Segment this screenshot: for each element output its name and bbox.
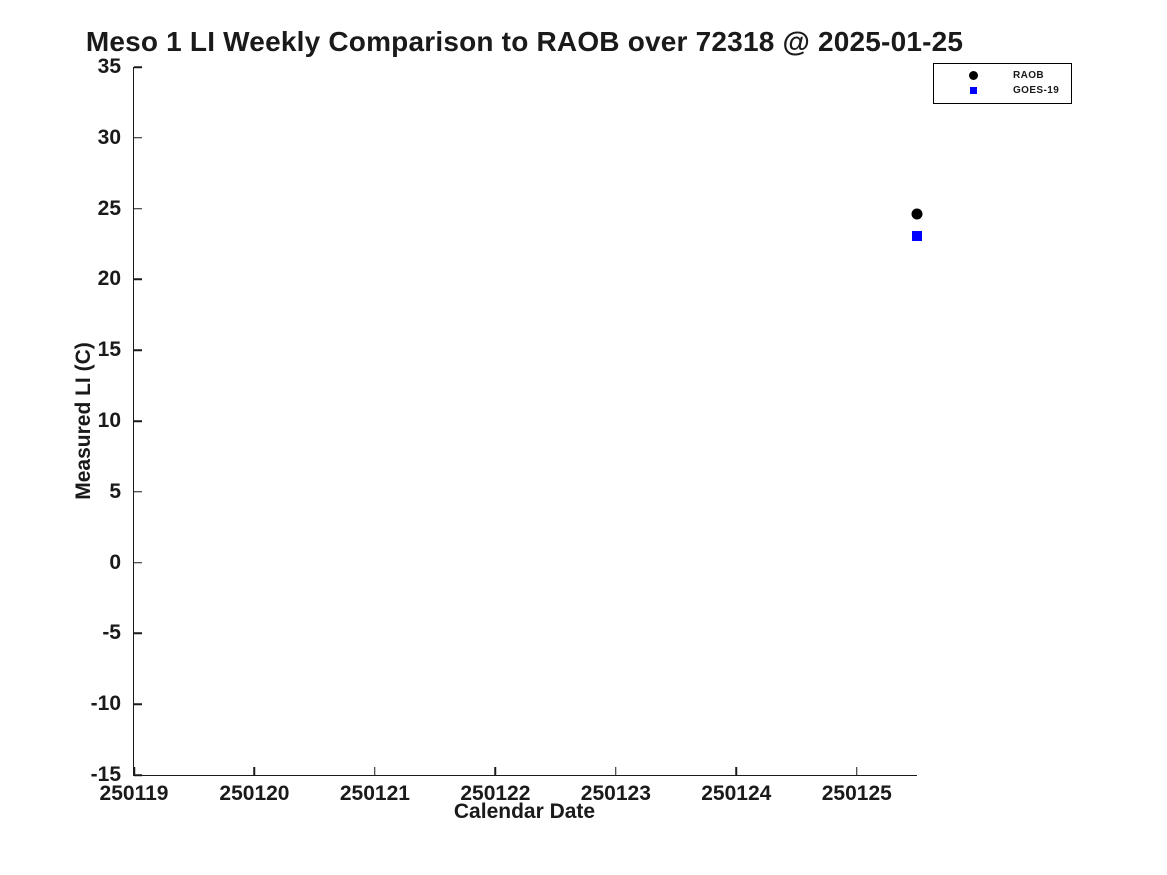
x-tick-mark	[374, 767, 376, 775]
y-tick-mark	[134, 774, 142, 776]
y-tick-label: 25	[97, 196, 121, 220]
raob-data-point	[911, 208, 923, 220]
legend-label: GOES-19	[1013, 85, 1060, 96]
x-tick-mark	[253, 767, 256, 775]
x-tick-label: 250121	[339, 782, 410, 805]
legend-item-goes-19: GOES-19	[934, 83, 1071, 98]
y-tick-label: 35	[97, 55, 121, 78]
y-tick-label: -15	[90, 763, 121, 786]
y-tick-label: 0	[109, 550, 121, 574]
x-tick-mark	[615, 767, 617, 775]
chart-title: Meso 1 LI Weekly Comparison to RAOB over…	[85, 26, 964, 57]
x-tick-mark	[735, 767, 738, 775]
y-tick-mark	[134, 278, 142, 281]
x-tick-mark	[494, 767, 497, 775]
y-tick-mark	[134, 632, 142, 635]
y-tick-label: 30	[97, 125, 121, 149]
x-tick-mark	[133, 767, 135, 775]
y-tick-label: 5	[109, 479, 121, 503]
legend: RAOB GOES-19	[933, 63, 1072, 104]
y-tick-mark	[134, 420, 142, 422]
plot-area: 250119 250120 250121 250122 250123 250124 2501…	[100, 66, 923, 805]
goes-19-data-point	[912, 230, 922, 241]
x-tick-label: 250120	[219, 782, 290, 805]
raob-marker-icon	[969, 71, 978, 80]
y-tick-mark	[134, 137, 142, 139]
y-tick-label: 15	[97, 338, 121, 362]
x-tick-label: 250119	[99, 782, 169, 805]
x-tick-label: 250123	[580, 782, 651, 805]
y-tick-mark	[134, 703, 142, 705]
x-tick-label: 250125	[821, 782, 892, 805]
legend-label: RAOB	[1013, 70, 1045, 81]
y-tick-label: 10	[97, 409, 121, 432]
y-tick-mark	[134, 349, 142, 351]
legend-item-raob: RAOB	[934, 68, 1071, 83]
y-tick-label: -10	[90, 692, 121, 716]
goes-19-marker-icon	[969, 86, 978, 95]
x-tick-label: 250124	[701, 782, 772, 805]
y-tick-mark	[134, 561, 142, 564]
y-tick-label: -5	[102, 621, 121, 645]
y-tick-label: 20	[97, 267, 121, 291]
y-tick-mark	[134, 66, 142, 68]
x-axis-label: Calendar Date	[453, 800, 596, 823]
x-tick-label: 250122	[460, 782, 531, 805]
y-tick-labels: 35 30 25 20 15 10 5 0 -5 -10 -15	[0, 55, 121, 786]
x-tick-mark	[856, 767, 858, 775]
y-tick-mark	[134, 491, 142, 493]
y-tick-mark	[134, 207, 142, 210]
